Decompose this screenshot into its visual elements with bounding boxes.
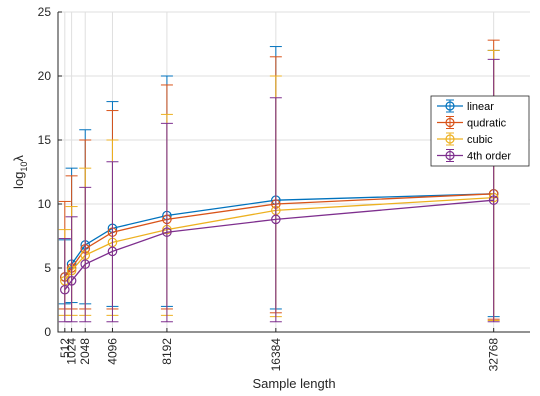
series-line [64, 199, 494, 291]
y-axis-ticks: 0 5 10 15 20 25 [38, 5, 62, 339]
series-group [58, 58, 500, 323]
legend: linear qudratic cubic 4th order [430, 95, 530, 167]
legend-box [430, 95, 530, 167]
data-point [162, 227, 172, 237]
x-tick-label: 4096 [105, 338, 119, 365]
x-tick-label: 2048 [78, 338, 92, 365]
data-point [60, 284, 70, 295]
data-point [66, 275, 77, 286]
y-axis-label: log10λ [11, 155, 29, 189]
legend-label: qudratic [467, 118, 507, 130]
series-layer [58, 39, 500, 323]
data-point [107, 246, 118, 257]
y-tick-label: 10 [38, 197, 52, 211]
x-tick-label: 16384 [269, 338, 283, 372]
x-tick-label: 8192 [160, 338, 174, 365]
data-point [271, 214, 281, 225]
y-tick-label: 25 [38, 5, 52, 19]
x-axis-label: Sample length [252, 376, 335, 391]
legend-label: cubic [467, 134, 493, 146]
legend-label: 4th order [467, 151, 511, 163]
y-axis-label-subscript: 10 [19, 162, 29, 172]
y-tick-label: 15 [38, 133, 52, 147]
y-axis-label-base: log [11, 172, 26, 189]
x-tick-label: 32768 [487, 338, 501, 372]
y-tick-label: 5 [44, 261, 51, 275]
legend-label: linear [467, 101, 494, 113]
data-point [488, 195, 499, 205]
plot-area [58, 12, 530, 332]
data-point [80, 259, 91, 269]
y-tick-label: 20 [38, 69, 52, 83]
y-tick-label: 0 [44, 325, 51, 339]
x-tick-label: 512 [58, 338, 72, 358]
x-tick-label: 1024 [65, 338, 79, 365]
y-axis-label-variable: λ [11, 155, 26, 162]
